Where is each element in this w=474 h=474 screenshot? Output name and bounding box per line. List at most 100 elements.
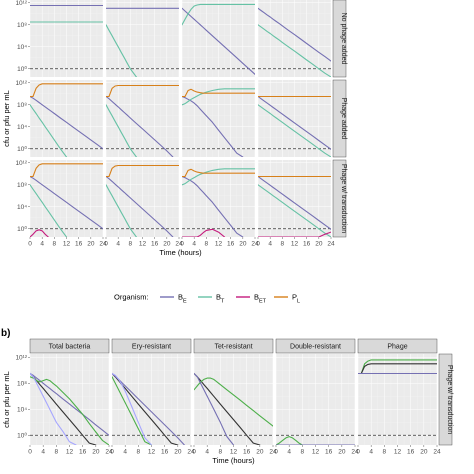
- facet-panel: [111, 354, 192, 445]
- x-tick-label: 16: [161, 449, 169, 456]
- series-line: [112, 376, 153, 445]
- panel-b-tag: b): [1, 328, 10, 339]
- column-strip: [111, 338, 192, 354]
- panel-lines: [112, 372, 185, 445]
- y-tick-label: 10⁰: [17, 65, 27, 73]
- panel-lines: [182, 168, 255, 237]
- series-line: [258, 175, 331, 230]
- x-tick-label: 20: [174, 449, 182, 456]
- x-tick-label: 8: [55, 449, 59, 456]
- x-tick-label: 0: [356, 449, 360, 456]
- x-tick-label: 20: [420, 449, 428, 456]
- column-strip-label: Tet-resistant: [214, 343, 252, 350]
- column-strip-label: Ery-resistant: [132, 343, 171, 350]
- y-tick-label: 10⁰: [17, 225, 27, 233]
- x-tick-label: 0: [180, 241, 184, 248]
- series-line: [182, 228, 226, 237]
- panel-lines: [182, 3, 255, 75]
- row-strip-label: Phage added: [340, 98, 347, 140]
- x-tick-label: 4: [287, 449, 291, 456]
- series-line: [258, 7, 331, 62]
- facet-panel: [105, 80, 180, 157]
- panel-a-chart: No phage added Phage added Phage w/ transd…: [2, 0, 347, 257]
- series-line: [30, 175, 103, 230]
- x-tick-label: 20: [256, 449, 264, 456]
- x-tick-label: 24: [175, 241, 183, 248]
- x-tick-label: 0: [274, 449, 278, 456]
- x-tick-label: 12: [394, 449, 402, 456]
- x-tick-label: 16: [325, 449, 333, 456]
- row-strip: [332, 159, 347, 238]
- series-line: [30, 104, 68, 157]
- panel-lines: [106, 84, 179, 157]
- x-tick-label: 20: [92, 449, 100, 456]
- x-tick-label: 4: [123, 449, 127, 456]
- series-line: [194, 372, 261, 445]
- series-line: [106, 184, 137, 237]
- legend-label-subscript: ET: [259, 299, 267, 305]
- y-tick-label: 10¹²: [15, 355, 27, 362]
- x-tick-label: 16: [79, 449, 87, 456]
- facet-panel: [257, 0, 332, 77]
- y-tick-label: 10⁴: [17, 44, 27, 51]
- row-strip: [438, 353, 453, 446]
- facet-panel: [105, 0, 180, 77]
- x-tick-label: 16: [243, 449, 251, 456]
- y-tick-label: 10¹²: [15, 0, 27, 7]
- x-tick-label: 8: [219, 449, 223, 456]
- series-line: [30, 372, 77, 445]
- x-tick-label: 16: [407, 449, 415, 456]
- x-tick-label: 8: [281, 241, 285, 248]
- series-line: [258, 24, 331, 77]
- x-tick-label: 12: [139, 241, 147, 248]
- series-line: [106, 84, 179, 98]
- y-tick-label: 10⁸: [17, 22, 27, 29]
- facet-panel: [105, 160, 180, 237]
- row-strip-label: Phage w/ transduction: [446, 365, 453, 434]
- series-line: [358, 363, 437, 375]
- x-tick-label: 24: [269, 449, 277, 456]
- panel-lines: [30, 83, 103, 157]
- facet-panel: [257, 80, 332, 157]
- series-line: [106, 24, 137, 77]
- facet-panel: [29, 160, 104, 237]
- x-tick-label: 4: [41, 449, 45, 456]
- series-line: [106, 104, 137, 157]
- x-tick-label: 0: [192, 449, 196, 456]
- row-strip: [332, 79, 347, 158]
- facet-panel: [29, 0, 104, 77]
- series-line: [30, 229, 49, 237]
- x-tick-label: 0: [28, 449, 32, 456]
- series-line: [30, 83, 103, 98]
- series-line: [258, 95, 331, 150]
- series-line: [30, 163, 103, 178]
- x-tick-label: 24: [251, 241, 259, 248]
- series-line: [182, 95, 244, 157]
- series-line: [182, 88, 255, 106]
- x-tick-label: 0: [256, 241, 260, 248]
- x-tick-label: 24: [351, 449, 359, 456]
- series-line: [30, 95, 103, 150]
- y-tick-label: 10⁴: [17, 204, 27, 211]
- y-tick-label: 10⁰: [17, 432, 27, 440]
- x-tick-label: 8: [301, 449, 305, 456]
- facet-panel: [181, 160, 256, 237]
- y-axis-title: cfu or pfu per mL: [2, 90, 11, 147]
- series-line: [182, 168, 255, 186]
- x-tick-label: 8: [383, 449, 387, 456]
- facet-panel: [181, 80, 256, 157]
- facet-panel: [357, 354, 438, 445]
- y-tick-label: 10⁴: [17, 124, 27, 131]
- x-tick-label: 0: [28, 241, 32, 248]
- x-tick-label: 20: [239, 241, 247, 248]
- x-tick-label: 12: [63, 241, 71, 248]
- panel-lines: [194, 372, 273, 445]
- x-tick-label: 24: [99, 241, 107, 248]
- series-line: [182, 7, 255, 75]
- series-line: [258, 184, 331, 237]
- x-tick-label: 24: [327, 241, 335, 248]
- x-tick-label: 16: [151, 241, 159, 248]
- legend-label-subscript: T: [221, 299, 225, 305]
- series-line: [258, 104, 331, 157]
- x-tick-label: 20: [315, 241, 323, 248]
